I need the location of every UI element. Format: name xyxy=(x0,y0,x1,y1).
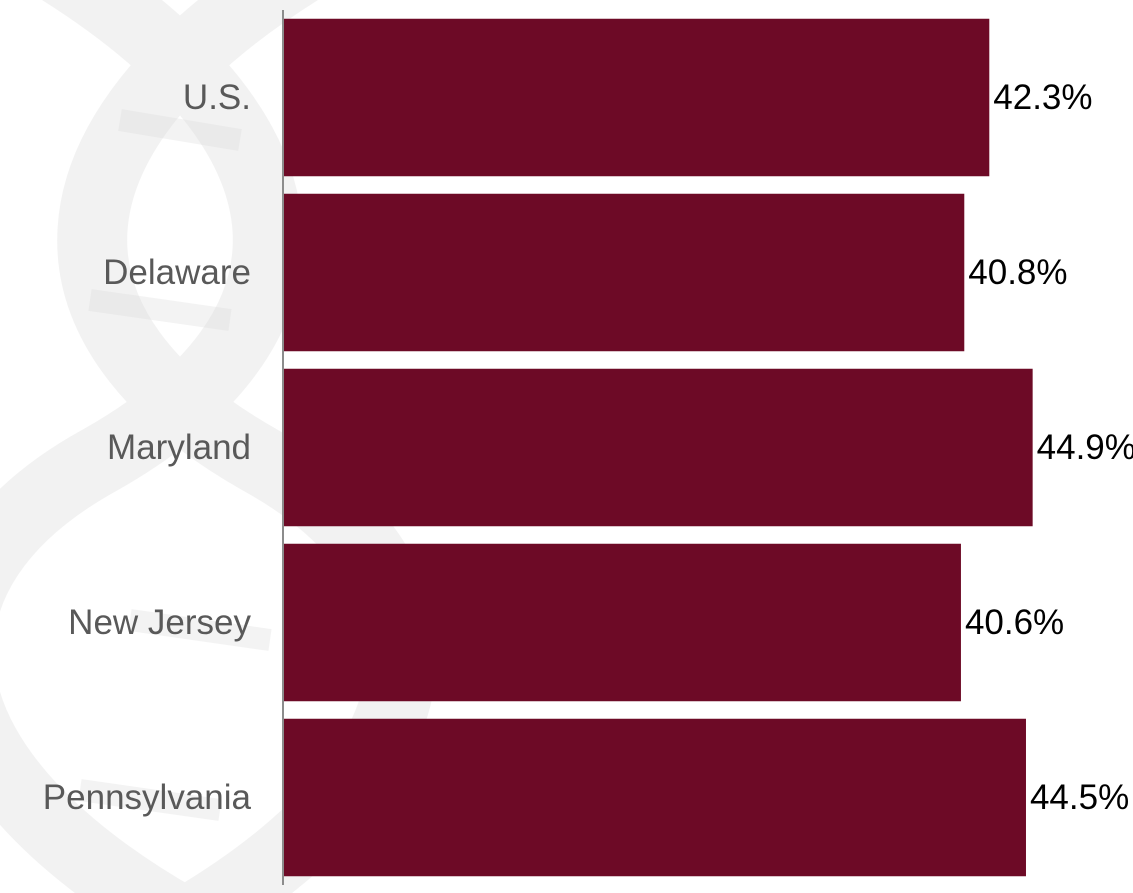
value-label: 44.5% xyxy=(1030,778,1129,817)
bar-pennsylvania xyxy=(284,718,1026,877)
category-label: New Jersey xyxy=(68,603,251,642)
category-label: U.S. xyxy=(183,78,251,117)
value-labels-group: 42.3% 40.8% 44.9% 40.6% 44.5% xyxy=(965,78,1133,817)
value-label: 40.6% xyxy=(965,603,1064,642)
bar-u-s xyxy=(284,18,990,177)
category-label: Pennsylvania xyxy=(43,778,252,817)
value-label: 44.9% xyxy=(1037,428,1133,467)
bars-group xyxy=(284,18,1033,877)
category-label: Maryland xyxy=(107,428,251,467)
category-labels-group: U.S. Delaware Maryland New Jersey Pennsylvan… xyxy=(43,78,252,817)
value-label: 42.3% xyxy=(993,78,1092,117)
bar-new-jersey xyxy=(284,543,961,702)
value-label: 40.8% xyxy=(968,253,1067,292)
bar-maryland xyxy=(284,368,1033,527)
bar-delaware xyxy=(284,193,965,352)
category-label: Delaware xyxy=(103,253,251,292)
